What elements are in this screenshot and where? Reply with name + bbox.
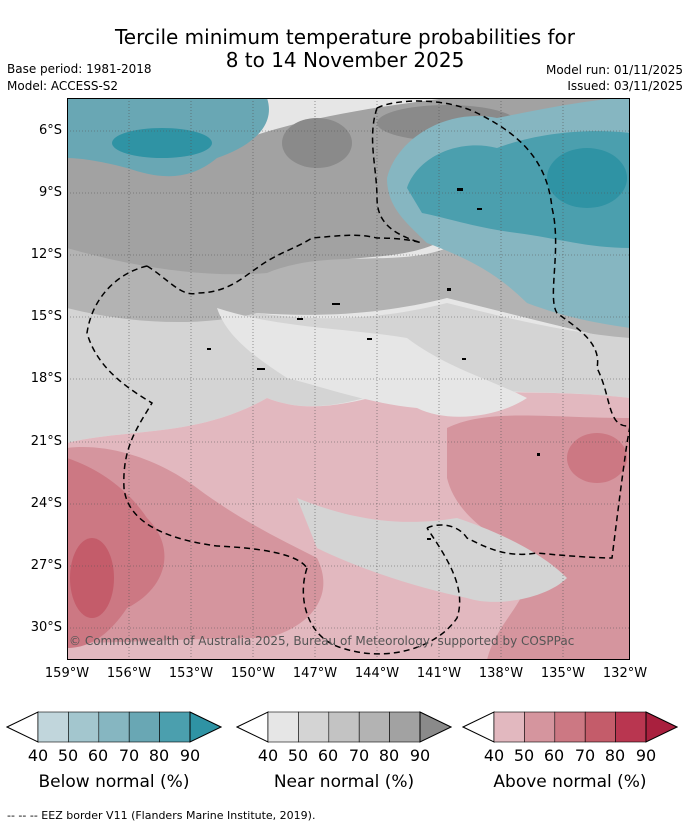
- lon-label-141w: 141°W: [416, 666, 462, 681]
- lat-label-15s: 15°S: [30, 309, 62, 324]
- above-tick-50: 50: [513, 746, 535, 765]
- above-tick-90: 90: [635, 746, 657, 765]
- near-normal-region-south: [297, 498, 567, 602]
- colorbar-swatch: [159, 711, 191, 743]
- lon-label-150w: 150°W: [230, 666, 276, 681]
- base-period-label: Base period: 1981-2018: [7, 62, 152, 76]
- near-normal-region-white-strip: [217, 308, 527, 417]
- eez-borders: [86, 100, 630, 655]
- map-title-line1: Tercile minimum temperature probabilitie…: [114, 25, 576, 49]
- lon-label-135w: 135°W: [540, 666, 586, 681]
- near-normal-title: Near normal (%): [273, 772, 415, 792]
- colorbar-swatch: [584, 711, 616, 743]
- near-tick-50: 50: [287, 746, 309, 765]
- model-run-label: Model run: 01/11/2025: [545, 63, 683, 77]
- colorbar-swatch: [68, 711, 100, 743]
- lat-label-24s: 24°S: [30, 496, 62, 511]
- above-tick-60: 60: [543, 746, 565, 765]
- lon-label-147w: 147°W: [292, 666, 338, 681]
- lat-label-6s: 6°S: [38, 123, 62, 138]
- lat-label-12s: 12°S: [30, 247, 62, 262]
- colorbar-swatch: [493, 711, 525, 743]
- above-normal-colorbar: [462, 711, 678, 743]
- below-normal-colorbar: [6, 711, 222, 743]
- below-tick-60: 60: [87, 746, 109, 765]
- colorbar-swatch: [615, 711, 647, 743]
- lat-label-30s: 30°S: [30, 620, 62, 635]
- below-tick-40: 40: [27, 746, 49, 765]
- colorbar-max-extension: [189, 711, 222, 743]
- above-tick-40: 40: [483, 746, 505, 765]
- below-tick-80: 80: [148, 746, 170, 765]
- near-normal-patch-90: [282, 118, 352, 168]
- colorbar-min-extension: [462, 711, 495, 743]
- lon-label-156w: 156°W: [106, 666, 152, 681]
- map-title-line2: 8 to 14 November 2025: [225, 48, 465, 72]
- near-tick-80: 80: [378, 746, 400, 765]
- issued-label: Issued: 03/11/2025: [567, 79, 683, 93]
- colorbar-swatch: [524, 711, 556, 743]
- colorbar-swatch: [358, 711, 390, 743]
- colorbar-max-extension: [645, 711, 678, 743]
- lon-label-138w: 138°W: [478, 666, 524, 681]
- colorbar-swatch: [98, 711, 130, 743]
- above-tick-80: 80: [604, 746, 626, 765]
- colorbar-swatch: [128, 711, 160, 743]
- colorbar-swatch: [554, 711, 586, 743]
- above-normal-patch-sw-70: [70, 538, 114, 618]
- island-markers: [207, 188, 540, 540]
- colorbar-swatch: [37, 711, 69, 743]
- colorbar-min-extension: [6, 711, 39, 743]
- below-tick-50: 50: [57, 746, 79, 765]
- lon-label-159w: 159°W: [44, 666, 90, 681]
- colorbar-max-extension: [419, 711, 452, 743]
- copyright-notice: © Commonwealth of Australia 2025, Bureau…: [69, 634, 575, 648]
- lat-label-21s: 21°S: [30, 434, 62, 449]
- colorbar-swatch: [298, 711, 330, 743]
- lat-label-18s: 18°S: [30, 371, 62, 386]
- lon-label-153w: 153°W: [168, 666, 214, 681]
- below-normal-title: Below normal (%): [38, 772, 190, 792]
- colorbar-swatch: [389, 711, 421, 743]
- above-tick-70: 70: [574, 746, 596, 765]
- colorbar-swatch: [328, 711, 360, 743]
- below-tick-90: 90: [179, 746, 201, 765]
- colorbar-min-extension: [236, 711, 269, 743]
- near-tick-40: 40: [257, 746, 279, 765]
- below-tick-70: 70: [118, 746, 140, 765]
- near-tick-70: 70: [348, 746, 370, 765]
- near-tick-60: 60: [317, 746, 339, 765]
- above-normal-patch-se-70: [567, 433, 627, 483]
- near-normal-colorbar: [236, 711, 452, 743]
- colorbar-swatch: [267, 711, 299, 743]
- lon-label-144w: 144°W: [354, 666, 400, 681]
- above-normal-title: Above normal (%): [493, 772, 647, 792]
- below-normal-patch-nw-90: [112, 128, 212, 158]
- eez-legend: -- -- -- EEZ border V11 (Flanders Marine…: [7, 809, 316, 822]
- model-label: Model: ACCESS-S2: [7, 79, 119, 93]
- lat-label-27s: 27°S: [30, 558, 62, 573]
- near-tick-90: 90: [409, 746, 431, 765]
- lat-label-9s: 9°S: [38, 185, 62, 200]
- forecast-map: [67, 98, 630, 660]
- map-frame: [67, 98, 630, 660]
- lon-label-132w: 132°W: [602, 666, 648, 681]
